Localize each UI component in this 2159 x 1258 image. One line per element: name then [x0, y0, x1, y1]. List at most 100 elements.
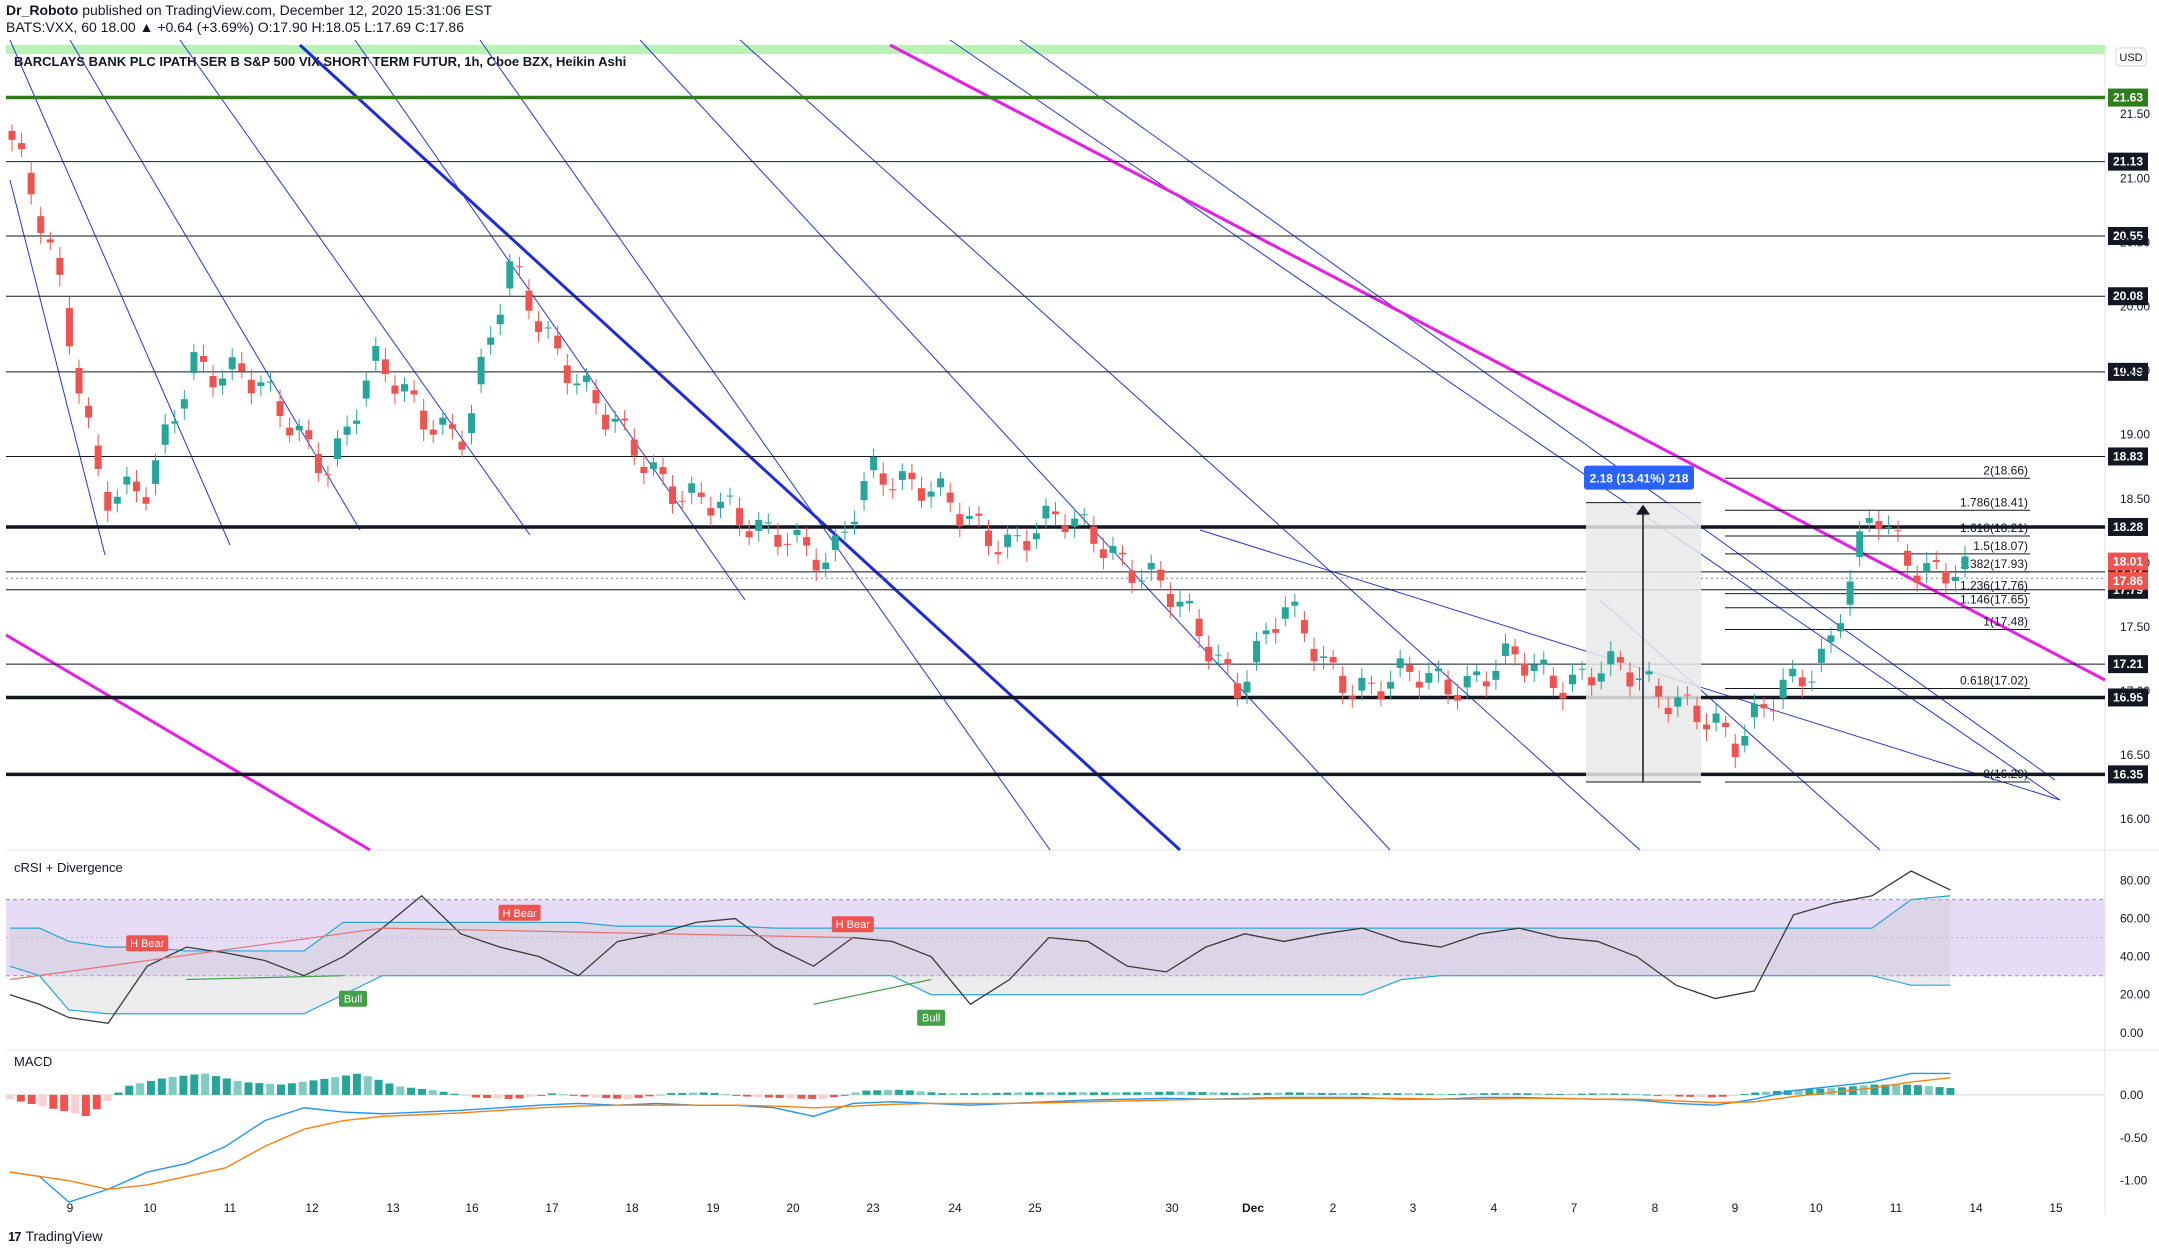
candle-body	[1377, 691, 1385, 700]
macd-histogram-bar	[92, 1094, 101, 1110]
candle-body	[1176, 601, 1184, 607]
candle-body	[372, 346, 380, 361]
macd-signal-line	[9, 1077, 1951, 1190]
macd-histogram-bar	[569, 1094, 578, 1096]
candle-body	[669, 486, 677, 504]
candle-body	[707, 508, 715, 516]
candle-body	[1071, 518, 1079, 527]
candle-body	[75, 367, 83, 394]
time-tick-label: 11	[224, 1201, 237, 1215]
candle-body	[104, 491, 112, 511]
macd-histogram-bar	[1859, 1085, 1868, 1095]
candle-body	[1320, 656, 1328, 658]
candle-body	[1157, 569, 1165, 581]
macd-histogram-bar	[1946, 1088, 1955, 1095]
ticker-info: BATS:VXX, 60 18.00 ▲ +0.64 (+3.69%) O:17…	[6, 19, 465, 35]
price-tick-label: 19.50	[2120, 364, 2150, 378]
candle-body	[18, 143, 26, 150]
macd-histogram-bar	[1317, 1093, 1326, 1095]
macd-histogram-bar	[1404, 1093, 1413, 1095]
candle-body	[247, 379, 255, 394]
candle-body	[1195, 618, 1203, 637]
candle-body	[1233, 683, 1241, 699]
macd-histogram-bar	[60, 1094, 69, 1112]
candle-body	[487, 337, 495, 345]
macd-histogram-bar	[1653, 1094, 1662, 1096]
brand-name[interactable]: TradingView	[25, 1228, 103, 1244]
candle-body	[860, 481, 868, 501]
candle-body	[697, 492, 705, 497]
candle-body	[582, 375, 590, 382]
macd-histogram-bar	[851, 1092, 860, 1095]
macd-histogram-bar	[287, 1083, 296, 1095]
candle-body	[793, 529, 801, 535]
macd-histogram-bar	[363, 1076, 372, 1095]
candle-body	[362, 380, 370, 399]
candle-body	[1521, 663, 1529, 676]
candle-body	[266, 381, 274, 383]
candle-body	[1224, 659, 1232, 665]
macd-histogram-bar	[1588, 1093, 1597, 1095]
bull-label-badge	[917, 1009, 946, 1026]
candle-body	[1444, 679, 1452, 695]
candle-body	[314, 454, 322, 474]
candle-body	[1473, 671, 1481, 676]
level-price-tag	[2108, 688, 2148, 707]
macd-histogram-bar	[775, 1094, 784, 1099]
published-info: published on TradingView.com, December 1…	[82, 2, 493, 18]
candle-body	[602, 414, 610, 430]
macd-histogram-bar	[1295, 1092, 1304, 1095]
level-price-label: 18.28	[2113, 520, 2143, 534]
time-tick-label: 17	[545, 1201, 559, 1215]
macd-histogram-bar	[916, 1091, 925, 1095]
candle-body	[649, 462, 657, 470]
macd-histogram-bar	[1751, 1092, 1760, 1095]
candle-body	[496, 314, 504, 325]
macd-histogram-bar	[27, 1094, 36, 1104]
macd-histogram-bar	[580, 1094, 589, 1097]
trend-channel-line	[1019, 39, 2056, 781]
candle-body	[458, 441, 466, 450]
candle-body	[209, 376, 217, 388]
candle-body	[123, 476, 131, 485]
candle-body	[506, 261, 514, 289]
candle-body	[1109, 546, 1117, 553]
bear-label-badge	[498, 904, 541, 921]
candle-body	[1616, 657, 1624, 663]
macd-histogram-bar	[949, 1093, 958, 1095]
macd-histogram-bar	[1230, 1092, 1239, 1095]
macd-histogram-bar	[1371, 1093, 1380, 1095]
price-tick-label: 18.50	[2120, 492, 2150, 506]
candle-body	[1281, 607, 1289, 619]
candle-body	[94, 445, 102, 469]
macd-histogram-bar	[591, 1094, 600, 1098]
macd-histogram-bar	[1642, 1094, 1651, 1096]
candle-body	[161, 424, 169, 445]
candle-body	[563, 365, 571, 384]
macd-histogram-bar	[114, 1092, 123, 1095]
candle-body	[946, 492, 954, 503]
macd-histogram-bar	[1382, 1093, 1391, 1095]
crsi-tick-label: 0.00	[2120, 1026, 2144, 1040]
macd-histogram-bar	[1632, 1093, 1641, 1095]
macd-histogram-bar	[222, 1078, 231, 1095]
candle-body	[621, 418, 629, 421]
macd-histogram-bar	[1924, 1086, 1933, 1095]
time-tick-label: 25	[1028, 1201, 1042, 1215]
bull-label: Bull	[922, 1013, 940, 1025]
candle-body	[1291, 601, 1299, 606]
time-tick-label: 9	[1732, 1201, 1739, 1215]
author-name[interactable]: Dr_Roboto	[6, 2, 79, 18]
macd-histogram-bar	[71, 1094, 80, 1114]
candle-body	[1549, 675, 1557, 689]
macd-histogram-bar	[190, 1074, 199, 1095]
fib-level-label: 1.146(17.65)	[1960, 593, 2028, 607]
candle-body	[1655, 685, 1663, 697]
macd-histogram-bar	[602, 1094, 611, 1099]
macd-histogram-bar	[374, 1079, 383, 1095]
crsi-pane: cRSI + Divergence H Bear H Bear H Bear Bull B…	[6, 860, 2105, 1026]
candle-body	[1013, 535, 1021, 537]
macd-histogram-bar	[667, 1093, 676, 1095]
macd-histogram-bar	[959, 1093, 968, 1095]
